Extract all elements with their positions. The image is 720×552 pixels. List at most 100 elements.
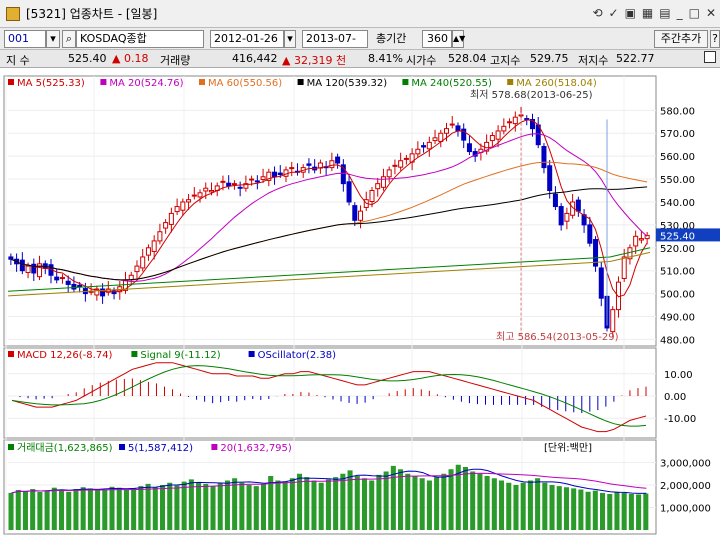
volume-bar <box>499 480 505 530</box>
table-icon[interactable]: ▦ <box>641 6 654 20</box>
candle-body <box>444 128 450 134</box>
volume-bar <box>58 489 65 530</box>
save-icon[interactable]: ▣ <box>624 6 636 20</box>
window-controls: ⟲ ✓ ▣ ▦ ▤ _ □ ✕ <box>592 6 716 20</box>
index-change: ▲ 0.18 <box>112 52 149 65</box>
candle-body <box>249 178 255 181</box>
volume-bar <box>354 476 360 530</box>
volume-bar <box>95 490 101 530</box>
candle-body <box>37 263 43 278</box>
volume-bar <box>448 469 454 530</box>
volume-bar <box>30 489 36 530</box>
candle-body <box>346 181 352 203</box>
volume-value: 416,442 <box>232 52 278 65</box>
price-legend-swatch <box>507 79 514 85</box>
candle-body <box>163 222 169 229</box>
volume-bar <box>217 482 223 530</box>
volume-bar <box>621 492 627 530</box>
value-change: ▲ 32,319 천 <box>282 54 347 67</box>
price-tick-label: 530.00 <box>660 221 695 232</box>
maximize-icon[interactable]: □ <box>688 6 700 20</box>
volume-bar <box>167 482 173 530</box>
volume-bar <box>289 478 295 530</box>
macd-legend-swatch <box>248 351 255 357</box>
weekly-add-button[interactable]: 주간추가 <box>654 30 708 48</box>
period-input[interactable]: 360 <box>422 30 452 48</box>
candle-body <box>174 206 180 213</box>
candle-body <box>564 212 570 222</box>
price-legend-swatch <box>297 79 304 85</box>
candle-body <box>398 160 404 168</box>
code-dropdown[interactable]: ▾ <box>46 30 60 48</box>
volume-bar <box>462 467 468 530</box>
help-button[interactable]: ? <box>710 30 720 48</box>
candle-body <box>191 194 197 197</box>
dock-icon[interactable]: ▤ <box>659 6 671 20</box>
price-tick-label: 580.00 <box>660 106 695 117</box>
volume-bar <box>282 481 288 530</box>
period-stepper[interactable]: ▲▼ <box>452 30 465 48</box>
minimize-icon[interactable]: _ <box>676 6 683 20</box>
volume-bar <box>491 478 497 530</box>
chevron-down-icon: ▾ <box>287 32 293 45</box>
end-date-input[interactable]: 2013-07-05 <box>302 30 368 61</box>
code-input[interactable]: 001 <box>4 30 46 48</box>
volume-bar <box>232 478 238 530</box>
candle-body <box>77 284 83 288</box>
volume-bar <box>513 485 519 530</box>
min-annotation: 최고 586.54(2013-05-29) <box>496 331 619 343</box>
open-value: 528.04 <box>448 52 487 65</box>
price-tick-label: 510.00 <box>660 267 695 278</box>
restore-icon[interactable]: ⟲ <box>592 6 603 20</box>
candle-body <box>421 145 427 148</box>
volume-bar <box>145 483 151 530</box>
candle-body <box>489 135 495 142</box>
volume-ma5-line <box>11 468 647 494</box>
price-legend-swatch <box>100 79 107 85</box>
start-date-dropdown[interactable]: ▾ <box>284 30 296 48</box>
close-icon[interactable]: ✕ <box>705 6 716 20</box>
price-panel <box>3 75 657 347</box>
macd-line <box>11 362 647 433</box>
index-label: 지 수 <box>6 54 30 67</box>
volume-bar <box>275 480 281 530</box>
candle-body <box>340 164 346 185</box>
volume-bar <box>8 492 14 530</box>
option-checkbox[interactable] <box>704 51 716 63</box>
macd-legend-swatch <box>131 351 138 357</box>
candle-body <box>552 193 558 208</box>
candle-body <box>529 118 535 130</box>
price-legend-swatch <box>199 79 205 85</box>
volume-bar <box>477 473 483 530</box>
volume-bar <box>333 477 339 530</box>
candle-body <box>438 132 444 142</box>
volume-bar <box>520 482 526 530</box>
info-bar: 지 수 525.40 ▲ 0.18 거래량 416,442 ▲ 32,319 천… <box>0 50 720 68</box>
candle-body <box>380 176 386 188</box>
candle-body <box>598 267 604 299</box>
candle-body <box>266 171 272 181</box>
volume-bar <box>347 470 353 530</box>
volume-bar <box>614 491 620 530</box>
candle-body <box>461 128 467 141</box>
app-icon <box>6 6 20 21</box>
volume-bar <box>253 486 259 530</box>
candle-body <box>375 183 381 190</box>
chart-area[interactable]: MA 5(525.33) MA 20(524.76) MA 60(550.56) MA… <box>0 68 720 538</box>
candle-body <box>197 192 203 198</box>
candle-body <box>208 190 214 193</box>
max-annotation: 최저 578.68(2013-06-25) <box>470 89 593 101</box>
macd-tick-label: 10.00 <box>664 370 693 381</box>
start-date-input[interactable]: 2012-01-26 <box>210 30 284 48</box>
chevron-down-icon: ▾ <box>50 32 56 45</box>
volume-label: 거래량 <box>160 54 191 67</box>
check-icon[interactable]: ✓ <box>608 6 619 20</box>
ma240-line <box>7 247 651 292</box>
candle-body <box>260 176 266 181</box>
volume-bar <box>102 489 108 530</box>
volume-bar <box>123 489 129 530</box>
volume-bar <box>188 479 194 530</box>
search-button[interactable]: ⌕ <box>62 30 76 48</box>
volume-bar <box>369 480 375 530</box>
candle-body <box>254 180 260 183</box>
